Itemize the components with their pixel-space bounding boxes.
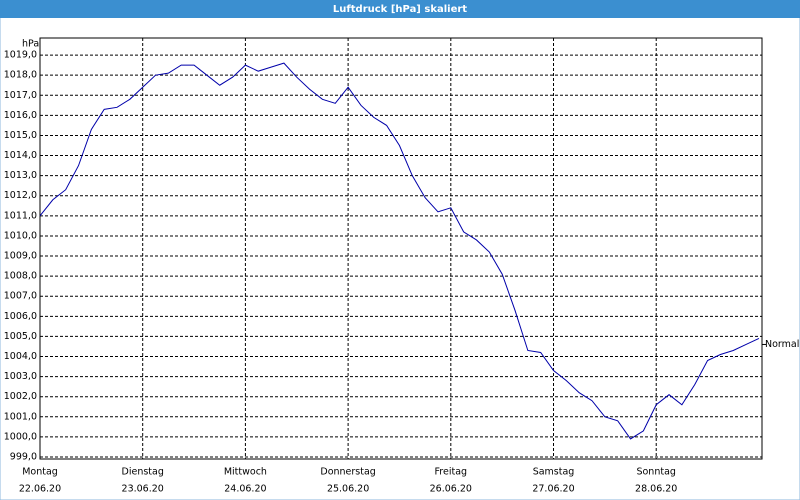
x-tick-date: 27.06.20: [532, 484, 574, 495]
y-tick-label: 1016,0: [4, 110, 37, 121]
x-tick-date: 26.06.20: [430, 484, 472, 495]
y-tick-label: 1000,0: [4, 431, 37, 442]
x-tick-label: Samstag: [533, 467, 575, 478]
y-tick-label: 1011,0: [4, 210, 37, 221]
y-tick-label: 1013,0: [4, 170, 37, 181]
x-tick-label: Donnerstag: [320, 467, 375, 478]
y-tick-label: 1008,0: [4, 271, 37, 282]
y-tick-label: 1007,0: [4, 291, 37, 302]
x-tick-label: Mittwoch: [224, 467, 267, 478]
x-tick-date: 28.06.20: [635, 484, 677, 495]
y-tick-label: 1014,0: [4, 150, 37, 161]
x-tick-label: Sonntag: [636, 467, 675, 478]
y-tick-label: 1002,0: [4, 391, 37, 402]
x-tick-date: 22.06.20: [19, 484, 61, 495]
x-tick-date: 24.06.20: [224, 484, 266, 495]
y-axis-label: hPa: [22, 39, 39, 50]
reference-label: Normal: [765, 339, 799, 350]
y-tick-label: 1003,0: [4, 371, 37, 382]
x-tick-label: Montag: [22, 467, 58, 478]
title-bar: [0, 0, 800, 18]
y-tick-label: 1018,0: [4, 70, 37, 81]
y-tick-label: 1010,0: [4, 230, 37, 241]
x-tick-label: Dienstag: [122, 467, 164, 478]
y-tick-label: 1006,0: [4, 311, 37, 322]
y-tick-label: 1019,0: [4, 50, 37, 61]
x-tick-label: Freitag: [435, 467, 468, 478]
pressure-line: [39, 62, 760, 440]
y-tick-label: 1017,0: [4, 90, 37, 101]
y-tick-label: 1009,0: [4, 251, 37, 262]
y-tick-label: 1004,0: [4, 351, 37, 362]
y-tick-label: 1012,0: [4, 190, 37, 201]
x-tick-date: 23.06.20: [122, 484, 164, 495]
y-tick-label: 1015,0: [4, 130, 37, 141]
y-tick-label: 1001,0: [4, 411, 37, 422]
y-tick-label: 1005,0: [4, 331, 37, 342]
y-tick-label: 999,0: [10, 451, 37, 462]
chart-title: Luftdruck [hPa] skaliert: [333, 4, 467, 15]
x-tick-date: 25.06.20: [327, 484, 369, 495]
